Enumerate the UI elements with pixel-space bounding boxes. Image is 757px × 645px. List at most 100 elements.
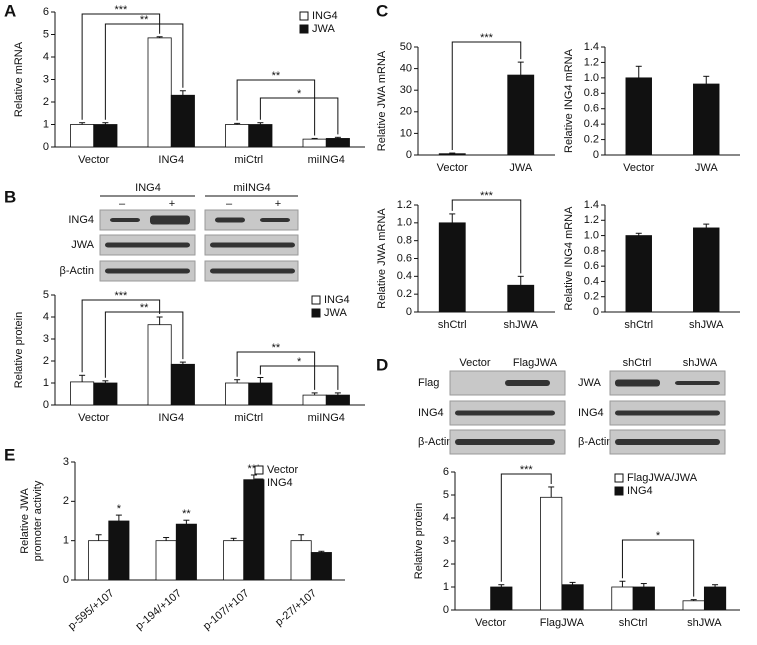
bar [625, 77, 652, 156]
blot-band [615, 379, 660, 387]
row-label: β-Actin [418, 436, 452, 448]
row-label: Flag [418, 377, 439, 389]
y-tick-label: 0.2 [584, 133, 599, 145]
legend-swatch [254, 465, 264, 475]
y-tick-label: 1.2 [397, 199, 412, 211]
y-axis-label: Relative mRNA [13, 41, 25, 117]
x-tick-label: p-107/+107 [201, 587, 252, 632]
panel-label: D [376, 355, 388, 374]
y-tick-label: 0.4 [584, 275, 599, 287]
x-tick-label: p-27/+107 [273, 587, 319, 628]
y-tick-label: 1.0 [584, 72, 599, 84]
y-tick-label: 0.2 [397, 288, 412, 300]
bar [490, 586, 513, 611]
y-tick-label: 1.0 [584, 229, 599, 241]
x-tick-label: JWA [695, 162, 718, 174]
significance-label: ** [272, 342, 281, 354]
x-tick-label: Vector [78, 412, 110, 424]
significance-label: ** [182, 508, 191, 520]
significance-bracket [621, 539, 695, 597]
bar [302, 394, 327, 406]
blot-band [210, 242, 295, 248]
y-axis-label: Relative protein [13, 312, 25, 388]
y-tick-label: 1.4 [584, 199, 599, 211]
row-label: β-Actin [60, 265, 94, 277]
y-tick-label: 0 [593, 306, 599, 318]
row-label: ING4 [418, 407, 444, 419]
x-tick-label: miING4 [308, 412, 345, 424]
lane-label: FlagJWA [513, 357, 558, 369]
legend-swatch [311, 295, 321, 305]
y-tick-label: 5 [443, 489, 449, 501]
bar [540, 496, 563, 611]
y-tick-label: 1 [43, 118, 49, 130]
lane-label: + [169, 198, 175, 210]
significance-label: *** [114, 290, 128, 302]
bar [703, 586, 727, 611]
bar [325, 394, 350, 406]
bar [70, 381, 95, 406]
y-tick-label: 3 [43, 333, 49, 345]
lane-label: Vector [459, 357, 491, 369]
lane-label: – [119, 198, 126, 210]
bar [290, 540, 312, 581]
y-tick-label: 0.6 [584, 103, 599, 115]
lane-label: – [226, 198, 233, 210]
y-tick-label: 3 [443, 535, 449, 547]
y-tick-label: 2 [63, 495, 69, 507]
x-tick-label: shJWA [504, 319, 539, 331]
significance-bracket [451, 199, 522, 274]
legend-label: JWA [312, 23, 335, 35]
significance-bracket [236, 79, 316, 136]
significance-label: * [656, 530, 661, 542]
y-tick-label: 2 [43, 96, 49, 108]
bar [507, 74, 535, 156]
y-tick-label: 4 [43, 51, 49, 63]
bar [325, 138, 350, 148]
x-tick-label: miCtrl [234, 154, 263, 166]
y-tick-label: 50 [400, 41, 412, 53]
significance-bracket [500, 473, 552, 582]
bar [625, 235, 652, 313]
bar [147, 324, 172, 406]
blot-group: ING4 [135, 182, 161, 194]
bar [507, 284, 535, 313]
bar [561, 584, 584, 611]
blot-band [105, 242, 190, 248]
x-tick-label: shJWA [689, 319, 724, 331]
legend-label: ING4 [267, 477, 293, 489]
x-tick-label: p-194/+107 [133, 587, 184, 632]
blot-band [615, 410, 720, 416]
significance-label: *** [480, 32, 494, 44]
legend-label: FlagJWA/JWA [627, 472, 698, 484]
y-tick-label: 0.4 [397, 270, 412, 282]
legend-swatch [614, 486, 624, 496]
x-tick-label: shCtrl [624, 319, 653, 331]
y-axis-label: promoter activity [32, 480, 44, 561]
blot-band [215, 217, 245, 223]
y-axis-label: Relative ING4 mRNA [563, 206, 575, 311]
y-tick-label: 0 [593, 149, 599, 161]
y-tick-label: 2 [43, 355, 49, 367]
blot-band [455, 439, 555, 445]
bar [155, 540, 177, 581]
y-tick-label: 0 [443, 604, 449, 616]
x-tick-label: p-595/+107 [66, 587, 117, 632]
y-tick-label: 0.6 [397, 252, 412, 264]
lane-label: shJWA [683, 357, 718, 369]
y-tick-label: 30 [400, 84, 412, 96]
row-label: JWA [71, 239, 94, 251]
bar [223, 540, 245, 581]
significance-bracket [236, 351, 316, 390]
y-tick-label: 4 [443, 512, 449, 524]
blot-strip [204, 209, 299, 231]
blot-band [105, 268, 190, 274]
y-tick-label: 0 [43, 141, 49, 153]
y-tick-label: 6 [443, 466, 449, 478]
y-tick-label: 0 [406, 306, 412, 318]
y-tick-label: 40 [400, 63, 412, 75]
bar [93, 382, 118, 406]
y-tick-label: 2 [443, 558, 449, 570]
bar [310, 552, 332, 581]
bar [302, 138, 327, 148]
